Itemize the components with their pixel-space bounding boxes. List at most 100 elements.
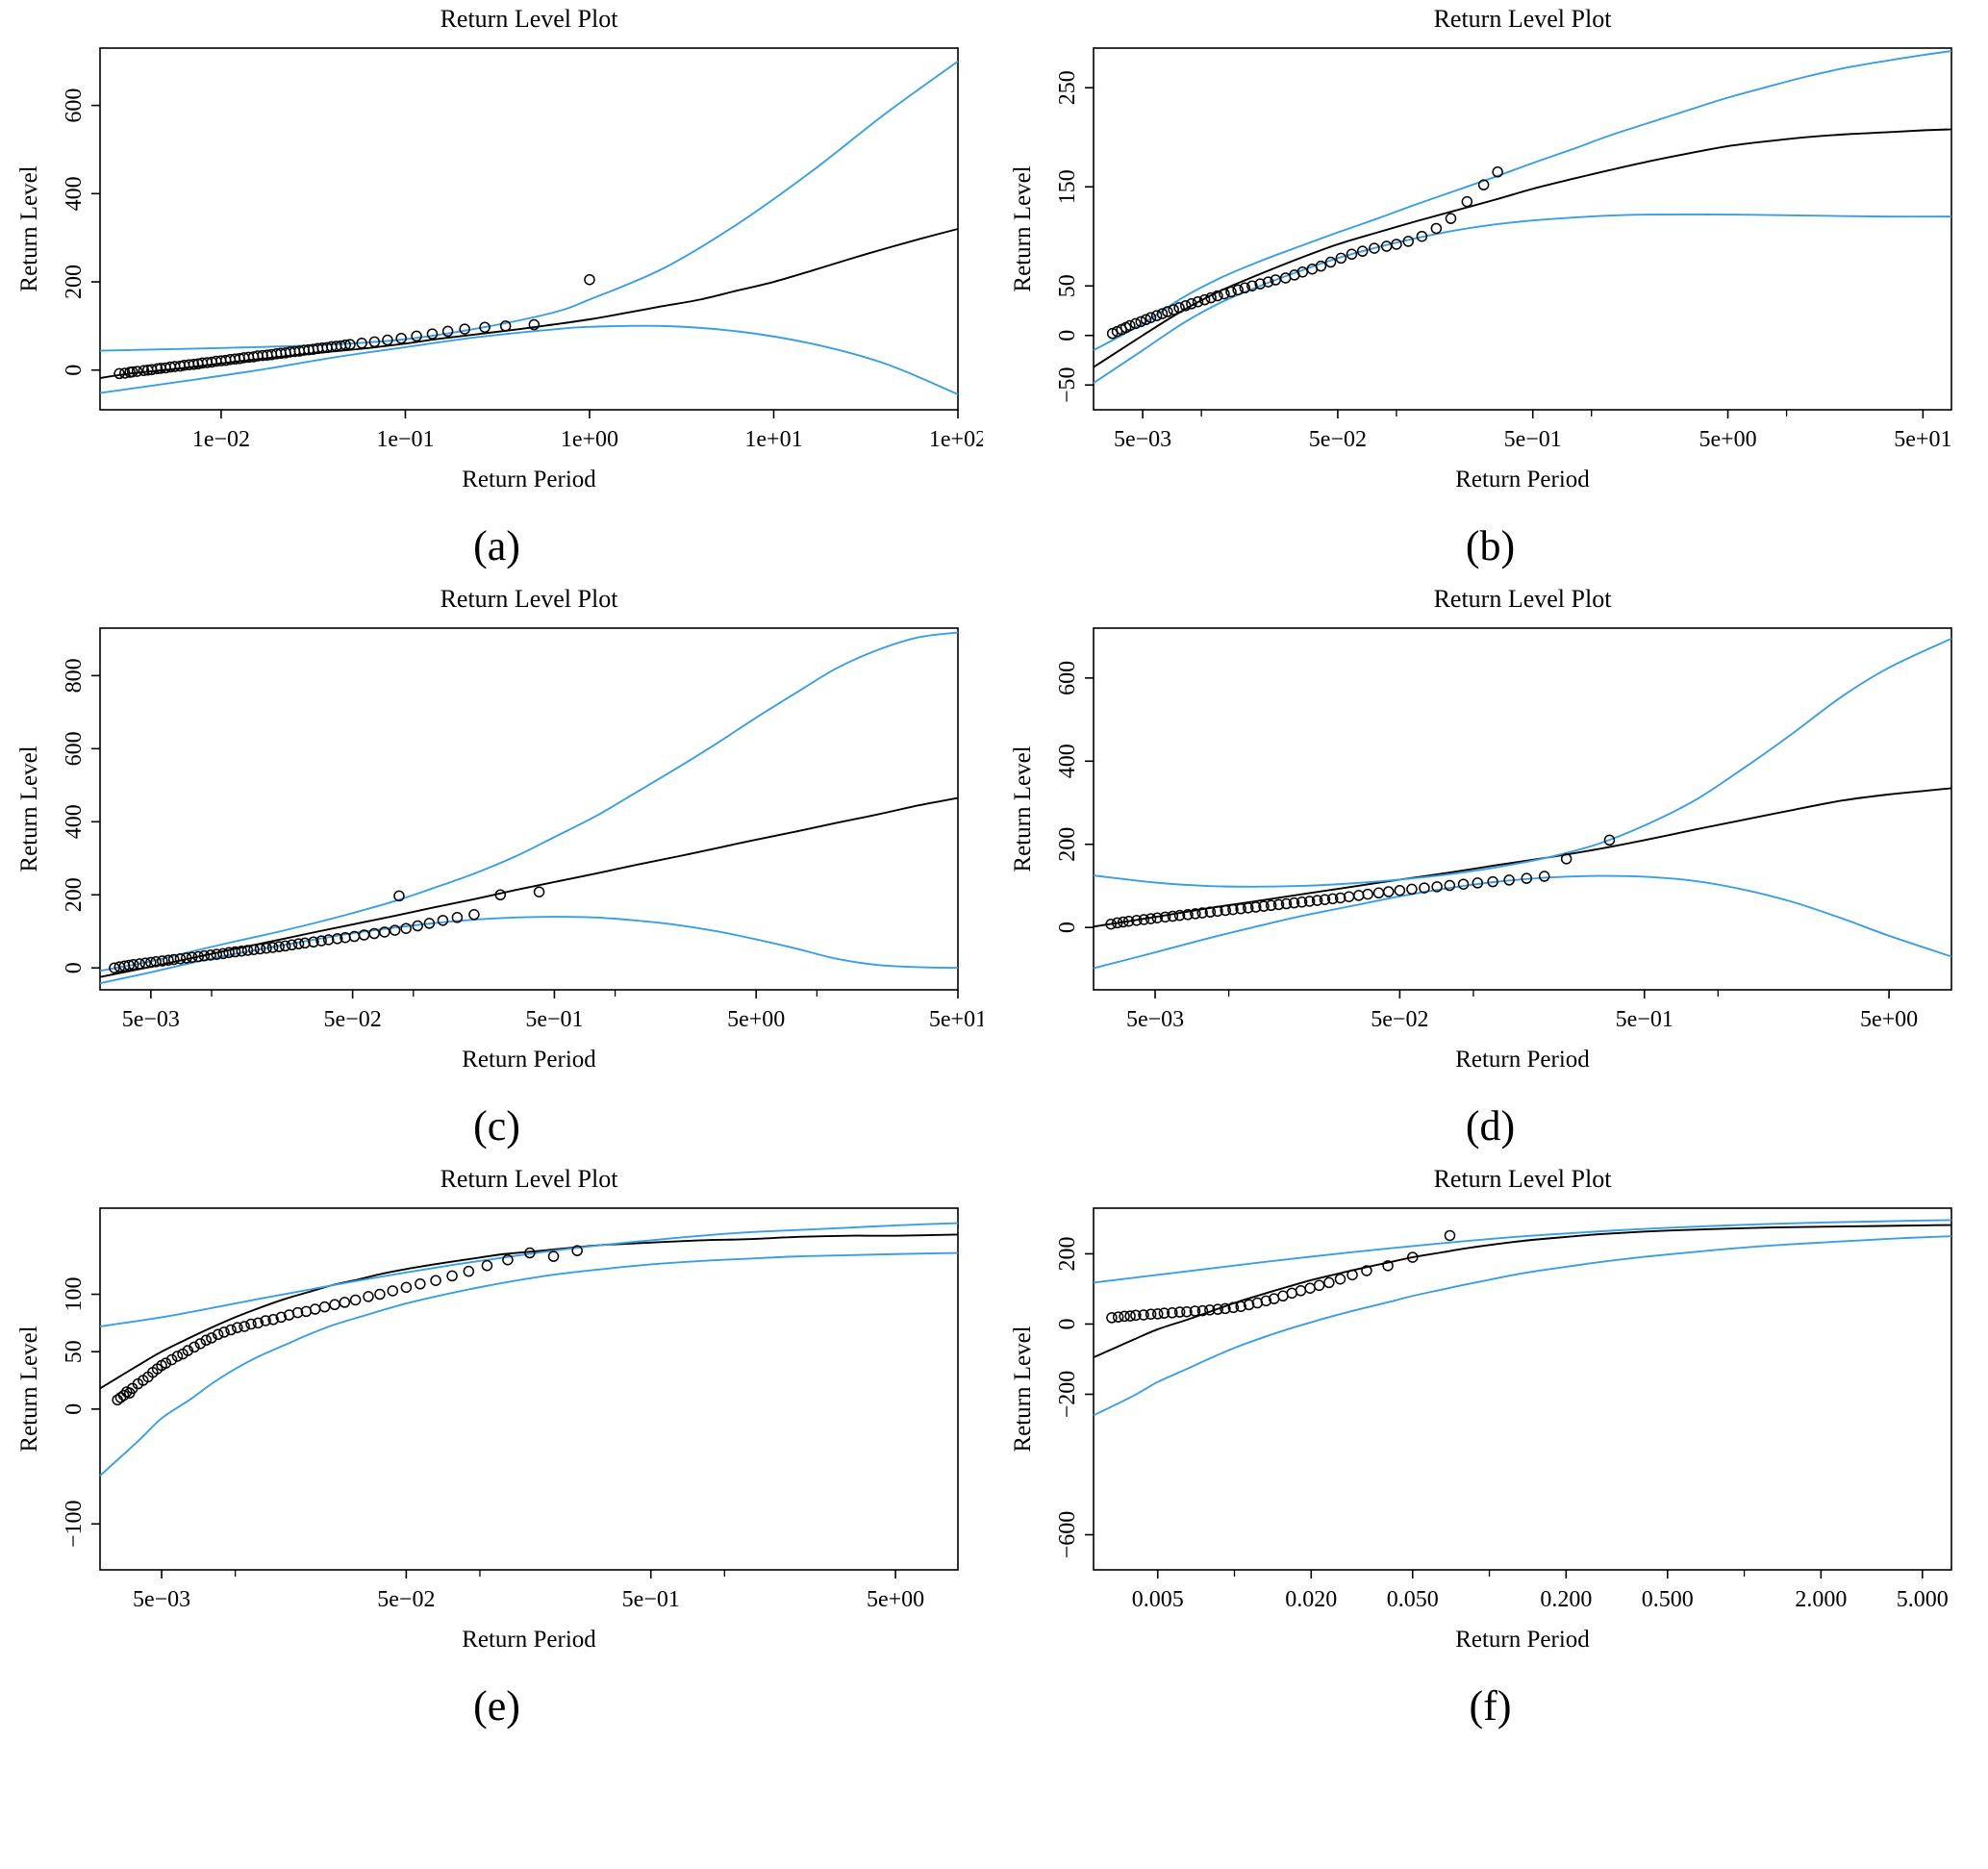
lower_ci-curve [98,1251,958,1477]
data-point [1390,239,1402,250]
plot-area [1093,637,1951,970]
panel-caption-a: (a) [473,522,520,569]
data-point [1477,179,1489,190]
data-point [216,947,229,960]
y-tick-label: 200 [1055,827,1080,862]
y-tick-label: 0 [1055,330,1080,341]
x-tick-label: 1e+00 [560,427,617,452]
data-point [1173,1306,1185,1318]
plot-box [98,1207,959,1571]
data-point [1405,883,1418,896]
data-point [423,918,435,929]
data-point [414,1278,426,1290]
y-axis-label: Return Level [1010,1326,1036,1452]
data-point [1276,1290,1289,1302]
data-point [387,1285,398,1297]
data-point [182,1345,193,1356]
data-point [266,1314,279,1326]
data-point [1224,286,1237,298]
data-point [547,1250,559,1262]
data-point [381,334,393,346]
data-point [1112,1311,1123,1323]
data-point [1430,222,1442,235]
x-tick-label: 5e−01 [1503,427,1561,452]
data-point [1239,282,1250,294]
data-point [1368,242,1380,254]
data-point [1538,871,1549,882]
y-tick-label: 0 [62,962,87,973]
plot-area [1092,50,1951,384]
data-point [266,942,278,953]
chart-panel-a: Return Level Plot 1e−02 1e−01 1e+00 1e+01 1e+… [0,4,994,570]
data-point [1203,1304,1216,1316]
data-point [358,929,369,941]
data-point [1204,291,1217,304]
panel-caption-c: (c) [473,1102,520,1149]
data-point [1189,908,1201,920]
data-point [186,951,197,963]
x-tick-label: 5e−03 [132,1587,189,1612]
data-point [1111,917,1122,929]
chart-title: Return Level Plot [1433,585,1612,613]
data-point [1356,245,1368,257]
x-axis-label: Return Period [1455,1627,1590,1653]
plot-area [98,1222,958,1477]
data-point [138,365,149,376]
chart-panel-e: Return Level Plot 5e−03 5e−02 5e−01 5e+00 −10… [0,1164,994,1730]
y-tick-label: 600 [62,88,87,123]
data-point [126,366,138,378]
data-point [211,948,222,960]
data-point [241,945,253,956]
data-point [198,949,210,962]
data-point [1445,213,1456,224]
data-point [194,1338,206,1350]
data-point [1319,894,1330,905]
data-point [1179,300,1191,312]
data-point [247,944,260,955]
data-point [389,924,400,936]
data-point [1150,310,1162,321]
data-point [1219,1302,1231,1315]
data-point [309,1303,320,1315]
plot-box [1092,1207,1952,1571]
data-point [1361,888,1373,900]
data-point [165,1353,177,1366]
data-point [1129,1309,1142,1322]
data-point [1180,1305,1193,1318]
data-point [1372,887,1384,899]
data-point [328,1299,340,1311]
data-point [1145,1308,1156,1320]
data-point [1122,915,1134,927]
fit-curve [99,796,958,978]
data-point [191,950,204,963]
upper_ci-curve [1093,50,1951,352]
data-point [222,947,235,959]
data-point [1172,302,1185,314]
data-point [1196,1304,1208,1317]
plot-area [1093,1219,1951,1417]
x-axis-label: Return Period [462,1627,596,1653]
data-point [368,336,380,348]
x-tick-label: 2.000 [1795,1587,1847,1612]
panel-caption-b: (b) [1465,522,1516,569]
plot-box [98,627,959,991]
data-point [275,1311,287,1324]
data-point [1285,1287,1297,1300]
data-point [1394,884,1405,897]
data-point [1204,906,1216,918]
data-point [1560,853,1572,865]
data-point [1416,230,1427,242]
data-point [1249,901,1261,913]
data-point [180,952,192,964]
x-tick-label: 1e+01 [744,427,802,452]
data-point [392,890,405,902]
y-axis-label: Return Level [16,1326,42,1452]
data-point [204,949,216,961]
data-point [1151,1308,1163,1320]
data-point [451,912,463,923]
x-tick-label: 5e+01 [1894,427,1951,452]
data-point [1243,1299,1254,1311]
y-tick-label: 0 [1055,922,1080,933]
data-point [205,1332,217,1344]
x-tick-label: 1e−01 [376,427,434,452]
